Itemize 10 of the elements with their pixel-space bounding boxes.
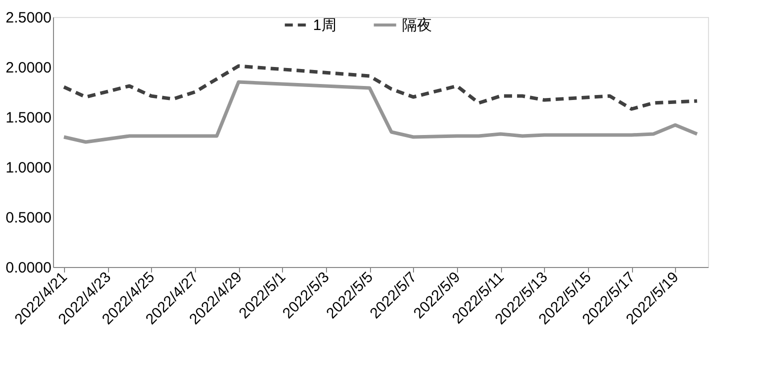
y-tick-label: 0.0000 — [6, 260, 52, 276]
legend-label: 隔夜 — [402, 17, 432, 34]
legend-label: 1周 — [313, 17, 336, 34]
line-series — [62, 80, 699, 144]
y-tick-label: 1.0000 — [6, 160, 52, 176]
y-tick-label: 2.0000 — [6, 60, 52, 76]
y-tick-label: 1.5000 — [6, 110, 52, 126]
y-tick-label: 0.5000 — [6, 210, 52, 226]
y-tick-label: 2.5000 — [6, 10, 52, 26]
line-series — [62, 64, 699, 111]
